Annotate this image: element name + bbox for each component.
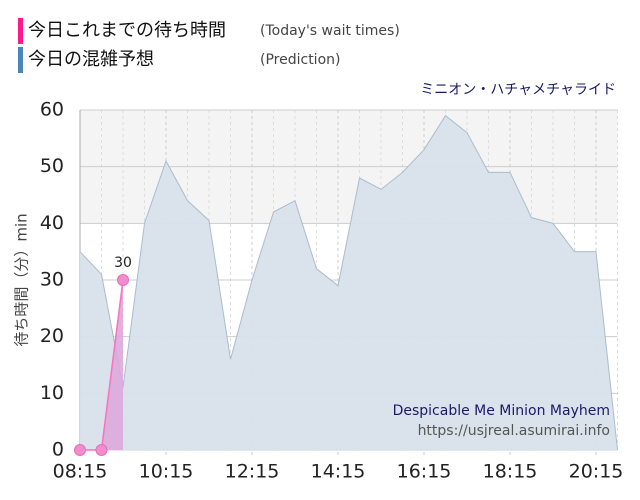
x-tick-label: 20:15 <box>569 461 624 483</box>
area-fill <box>80 115 618 451</box>
data-point <box>95 444 108 456</box>
legend-label-en: (Prediction) <box>260 52 340 68</box>
watermark-url: https://usjreal.asumirai.info <box>418 423 610 439</box>
y-tick-label: 50 <box>40 155 64 177</box>
legend-label: 今日これまでの待ち時間 <box>28 20 226 41</box>
y-tick-label: 10 <box>40 382 64 404</box>
x-tick-label: 10:15 <box>139 461 194 483</box>
y-tick-label: 0 <box>52 439 64 461</box>
data-point <box>117 274 129 286</box>
data-point <box>74 444 86 456</box>
x-tick-label: 14:15 <box>311 461 366 483</box>
y-tick-label: 60 <box>40 99 64 121</box>
y-tick-label: 30 <box>40 269 64 291</box>
y-tick-label: 20 <box>40 325 64 347</box>
legend-swatch <box>18 47 23 73</box>
x-tick-label: 12:15 <box>225 461 280 483</box>
legend-label: 今日の混雑予想 <box>28 49 154 70</box>
area-fill <box>80 280 123 450</box>
attraction-name: ミニオン・ハチャメチャライド <box>420 82 616 98</box>
legend-label-en: (Today's wait times) <box>260 23 400 39</box>
x-tick-label: 08:15 <box>53 461 108 483</box>
y-axis-label: 待ち時間（分）min <box>13 213 31 346</box>
legend-swatch <box>18 18 23 44</box>
y-tick-label: 40 <box>40 212 64 234</box>
watermark-title: Despicable Me Minion Mayhem <box>393 403 610 419</box>
series-line <box>79 114 618 451</box>
data-label: 30 <box>114 255 132 271</box>
x-tick-label: 18:15 <box>483 461 538 483</box>
x-tick-label: 16:15 <box>397 461 452 483</box>
